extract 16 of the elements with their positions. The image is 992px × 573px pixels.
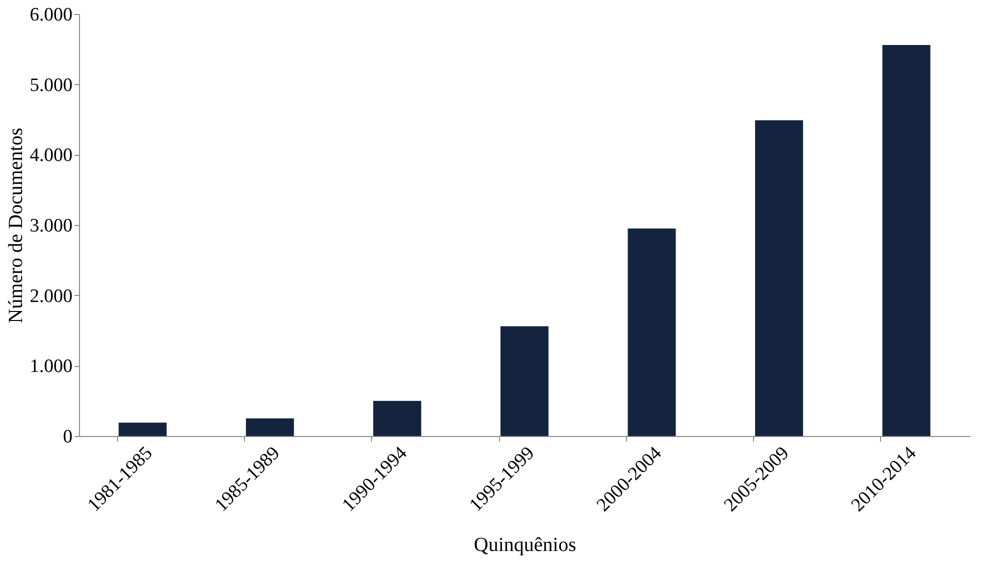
bar [500, 326, 548, 436]
y-tick-label: 4.000 [30, 145, 72, 166]
y-tick-label: 3.000 [30, 216, 72, 236]
y-tick-label: 2.000 [30, 286, 72, 307]
y-tick-label: 1.000 [30, 356, 72, 378]
bar [246, 418, 294, 436]
x-axis-title: Quinquênios [474, 534, 576, 556]
bar [755, 120, 804, 436]
bar [628, 228, 676, 436]
bar [118, 422, 167, 436]
y-axis-title: Número de Documentos [4, 128, 27, 324]
y-tick-label: 5.000 [30, 74, 72, 96]
y-tick-label: 6.000 [30, 4, 72, 26]
bar [373, 400, 422, 436]
bar [882, 44, 930, 436]
y-tick-label: 0 [63, 426, 72, 448]
